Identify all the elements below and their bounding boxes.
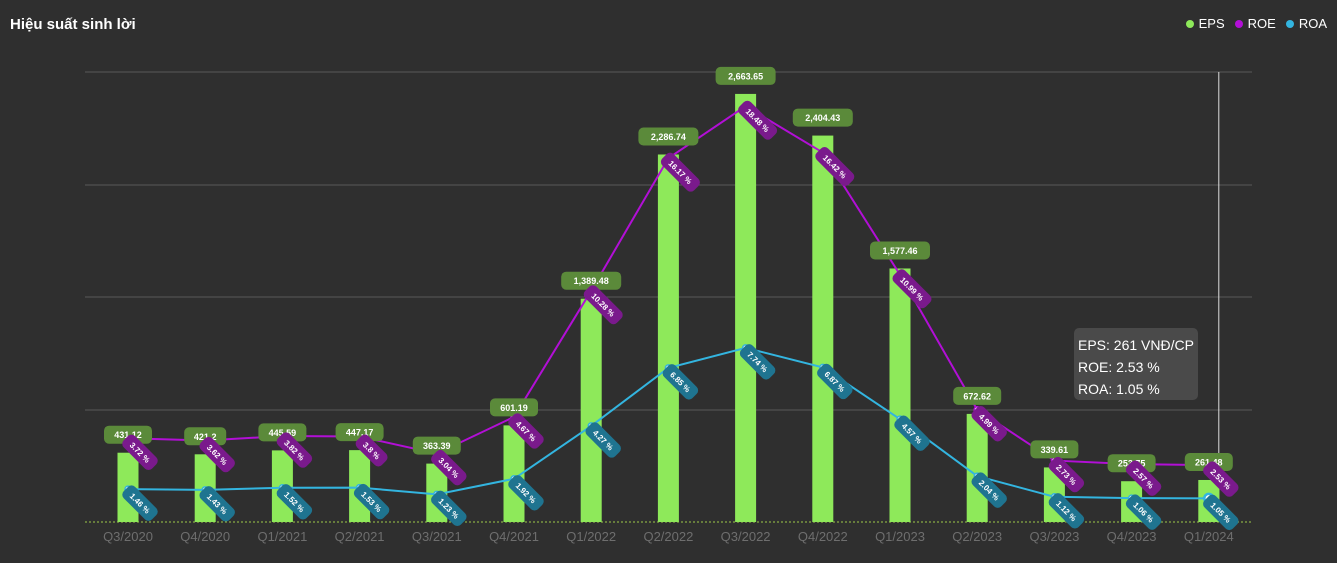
roe-label-box [1048,456,1085,493]
x-tick-label: Q3/2023 [1029,529,1079,544]
roe-label-box [1125,460,1162,496]
eps-data-label: 2,404.43 [805,113,840,123]
tooltip-roe: ROE: 2.53 % [1078,359,1160,375]
eps-data-label: 339.61 [1041,445,1069,455]
eps-bar [966,413,988,522]
tooltip-eps: EPS: 261 VNĐ/CP [1078,337,1194,353]
eps-data-label: 1,577.46 [882,246,917,256]
x-tick-label: Q4/2020 [180,529,230,544]
roe-label-box [431,449,467,486]
x-tick-label: Q1/2023 [875,529,925,544]
chart-legend: EPS ROE ROA [1185,16,1327,31]
x-tick-label: Q2/2021 [335,529,385,544]
x-axis: Q3/2020 Q4/2020 Q1/2021 Q2/2021 Q3/2021 Q4/20… [103,529,1234,544]
roa-label-box [1048,493,1085,529]
hover-tooltip: EPS: 261 VNĐ/CP ROE: 2.53 % ROA: 1.05 % [1074,328,1198,400]
roe-label-box [1203,461,1239,497]
roa-label-box [199,486,235,522]
eps-bar [580,298,602,522]
legend-dot-eps [1185,19,1194,28]
eps-label-box [561,271,622,290]
roa-label-box [1125,494,1162,530]
eps-label-box [870,241,930,260]
eps-label-box [412,436,461,455]
x-tick-label: Q4/2022 [798,529,848,544]
eps-label-box [715,66,776,85]
roe-label-box [971,405,1007,442]
roe-label-box [355,434,388,467]
roe-label-box [738,100,778,140]
eps-label-box [1184,452,1233,471]
x-tick-label: Q3/2021 [412,529,462,544]
eps-label-box [1030,440,1079,459]
x-tick-label: Q4/2023 [1107,529,1157,544]
roe-label-group: 3.8 % [355,434,388,467]
roa-label-box [662,364,699,400]
roa-label-box [508,475,544,511]
roa-label-box [739,344,776,380]
legend-label-eps: EPS [1198,16,1225,31]
eps-label-box [953,386,1002,405]
x-tick-label: Q1/2022 [566,529,616,544]
chart-title: Hiệu suất sinh lời [10,16,136,33]
legend-item-roa[interactable]: ROA [1285,16,1327,31]
roa-label-box [353,483,390,520]
eps-data-label: 445.59 [269,428,297,438]
eps-label-box [638,127,699,146]
roe-label-box [199,436,235,473]
roa-label-box [1203,494,1239,531]
roa-label-box [817,363,853,400]
eps-label-box [104,425,152,444]
legend-label-roa: ROA [1298,16,1327,31]
x-tick-label: Q2/2022 [643,529,693,544]
legend-item-eps[interactable]: EPS [1185,16,1225,31]
roa-label-box [431,490,467,527]
legend-label-roe: ROE [1247,16,1276,31]
x-tick-label: Q4/2021 [489,529,539,544]
roa-label-box [894,415,930,451]
x-tick-label: Q3/2022 [721,529,771,544]
roa-label-box [585,422,621,458]
eps-label-box [792,108,853,127]
legend-dot-roe [1234,19,1243,28]
eps-data-label: 672.62 [963,391,991,401]
eps-data-label: 2,663.65 [728,71,763,81]
x-tick-label: Q3/2020 [103,529,153,544]
tooltip-roa: ROA: 1.05 % [1078,381,1160,397]
eps-data-label: 261.48 [1195,457,1223,467]
eps-label-box [258,423,307,442]
legend-item-roe[interactable]: ROE [1234,16,1276,31]
eps-label-box [335,423,384,442]
eps-data-label: 363.39 [423,441,451,451]
eps-bar [812,135,834,523]
roa-label-box [276,484,313,520]
eps-data-label: 421.2 [194,432,217,442]
x-tick-label: Q2/2023 [952,529,1002,544]
x-tick-label: Q1/2021 [257,529,307,544]
roe-label-box [660,152,700,192]
roa-label-box [122,485,158,521]
eps-label-box [490,398,538,417]
eps-data-label: 431.12 [114,430,142,440]
eps-data-label: 447.17 [346,428,374,438]
eps-bar [503,425,525,522]
roe-label-box [276,432,313,468]
roe-label-box [892,269,932,309]
roa-label-box [971,472,1007,508]
eps-bar [657,154,679,522]
eps-label-box [184,427,227,446]
legend-dot-roa [1285,19,1294,28]
x-tick-label: Q1/2024 [1184,529,1234,544]
roe-label-box [122,434,158,471]
eps-bar [889,268,911,522]
eps-data-label: 2,286.74 [651,132,686,142]
eps-data-label: 1,389.48 [574,276,609,286]
eps-data-label: 601.19 [500,403,528,413]
roe-label-box [508,413,544,449]
roe-label-box [815,147,855,187]
eps-bar [735,93,757,522]
roe-label-box [583,285,623,325]
